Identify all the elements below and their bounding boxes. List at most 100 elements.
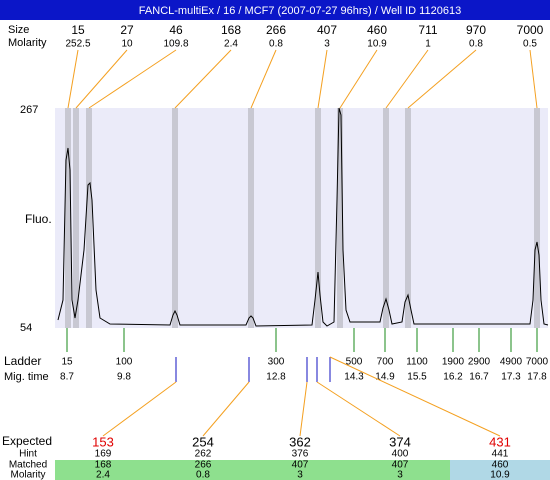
- result-molarity-label: Molarity: [10, 470, 45, 480]
- peak-band: [315, 108, 321, 328]
- molarity-value: 10.9: [490, 470, 510, 480]
- ladder-time: 8.7: [60, 372, 74, 383]
- peak-molarity: 2.4: [224, 39, 238, 50]
- ladder-time: 15.5: [407, 372, 427, 383]
- expected-value: 374: [389, 434, 411, 449]
- peak-band: [86, 108, 92, 328]
- matched-value: 460: [492, 460, 509, 471]
- expected-label: Expected: [2, 434, 52, 448]
- expected-value: 431: [489, 434, 511, 449]
- ladder-size: 700: [377, 357, 394, 368]
- peak-connector: [339, 49, 378, 109]
- peak-molarity: 10: [121, 39, 133, 50]
- peak-band: [534, 108, 540, 328]
- y-tick-label: 267: [20, 104, 38, 116]
- ladder-size: 7000: [526, 357, 549, 368]
- peak-band: [65, 108, 71, 328]
- result-connector: [329, 356, 501, 437]
- ladder-size: 4900: [500, 357, 523, 368]
- peak-molarity: 0.5: [523, 39, 537, 50]
- peak-connector: [88, 49, 177, 109]
- peak-molarity: 1: [425, 39, 431, 50]
- peak-size: 711: [418, 23, 437, 37]
- hint-label: Hint: [19, 449, 37, 460]
- ladder-label: Ladder: [4, 354, 41, 368]
- expected-value: 153: [92, 434, 114, 449]
- peak-size: 46: [169, 23, 183, 37]
- peak-connector: [317, 49, 328, 109]
- peak-size: 7000: [517, 23, 544, 37]
- peak-size: 970: [466, 23, 486, 37]
- peak-connector: [407, 49, 477, 109]
- y-label: Fluo.: [25, 212, 52, 226]
- peak-connector: [75, 49, 128, 109]
- matched-bg-alt: [450, 460, 550, 480]
- matched-value: 168: [95, 460, 112, 471]
- peak-size: 15: [71, 23, 85, 37]
- peak-molarity: 252.5: [65, 39, 90, 50]
- matched-value: 407: [392, 460, 409, 471]
- molarity-value: 2.4: [96, 470, 110, 480]
- peak-molarity: 0.8: [469, 39, 483, 50]
- peak-size: 460: [367, 23, 387, 37]
- molarity-value: 0.8: [196, 470, 210, 480]
- ladder-time: 17.8: [527, 372, 547, 383]
- mig-time-label: Mig. time: [4, 371, 49, 383]
- molarity-value: 3: [397, 470, 403, 480]
- hint-value: 400: [392, 449, 409, 460]
- ladder-time: 9.8: [117, 372, 131, 383]
- ladder-size: 2900: [468, 357, 491, 368]
- ladder-time: 16.2: [443, 372, 463, 383]
- peak-molarity: 0.8: [269, 39, 283, 50]
- ladder-size: 1100: [406, 357, 428, 368]
- peak-size: 407: [317, 23, 337, 37]
- ladder-time: 17.3: [501, 372, 521, 383]
- molarity-value: 3: [297, 470, 303, 480]
- matched-value: 407: [292, 460, 309, 471]
- result-connector: [202, 381, 250, 437]
- peak-size: 27: [120, 23, 134, 37]
- ladder-size: 1900: [442, 357, 465, 368]
- result-connector: [299, 381, 308, 437]
- matched-value: 266: [195, 460, 212, 471]
- peak-connector: [250, 49, 277, 109]
- title: FANCL-multiEx / 16 / MCF7 (2007-07-27 96…: [139, 5, 461, 17]
- peak-band: [73, 108, 79, 328]
- molarity-label: Molarity: [8, 37, 47, 49]
- trace: [57, 107, 549, 327]
- result-connector: [102, 381, 177, 437]
- peak-connector: [385, 49, 429, 109]
- peak-connector: [529, 49, 538, 109]
- peak-connector: [174, 49, 232, 109]
- title-bar: [0, 0, 550, 20]
- ladder-time: 14.3: [344, 372, 364, 383]
- matched-label: Matched: [9, 460, 47, 471]
- peak-molarity: 109.8: [163, 39, 188, 50]
- peak-band: [248, 108, 254, 328]
- ladder-time: 14.9: [375, 372, 395, 383]
- peak-size: 266: [266, 23, 286, 37]
- y-tick-label: 54: [20, 322, 32, 334]
- hint-value: 376: [292, 449, 309, 460]
- peak-molarity: 10.9: [367, 39, 387, 50]
- ladder-time: 12.8: [266, 372, 286, 383]
- peak-band: [172, 108, 178, 328]
- peak-size: 168: [221, 23, 241, 37]
- peak-band: [337, 108, 343, 328]
- ladder-size: 500: [346, 357, 363, 368]
- ladder-size: 15: [61, 357, 73, 368]
- hint-value: 169: [95, 449, 112, 460]
- ladder-time: 16.7: [469, 372, 489, 383]
- size-label: Size: [8, 24, 29, 36]
- peak-connector: [67, 49, 79, 109]
- peak-band: [383, 108, 389, 328]
- hint-value: 262: [195, 449, 212, 460]
- peak-band: [405, 108, 411, 328]
- ladder-size: 100: [116, 357, 133, 368]
- plot-area: [55, 108, 548, 328]
- ladder-size: 300: [268, 357, 285, 368]
- expected-value: 254: [192, 434, 214, 449]
- hint-value: 441: [492, 449, 509, 460]
- matched-bg: [55, 460, 450, 480]
